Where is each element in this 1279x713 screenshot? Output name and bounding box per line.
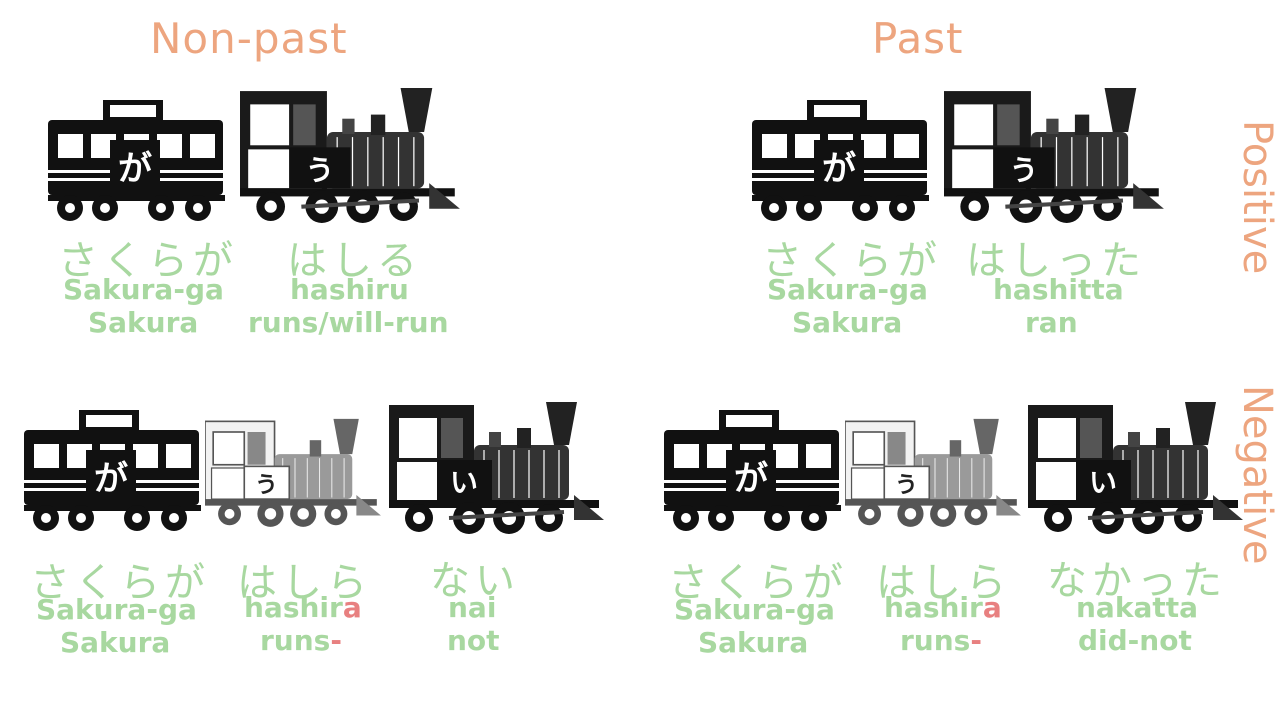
verb-romaji: hashitta: [993, 273, 1124, 306]
verb-gloss: runs/will-run: [248, 306, 449, 339]
car-ga-label: が: [734, 459, 768, 499]
heading-nonpast: Non-past: [150, 14, 348, 63]
subject-romaji: Sakura-ga: [674, 593, 835, 626]
subject-kana: さくらが: [30, 560, 210, 606]
caboose-car-image: が: [24, 408, 204, 533]
subject-romaji: Sakura-ga: [63, 273, 224, 306]
engine-i-label: い: [450, 466, 478, 499]
verb-kana: はしった: [966, 238, 1146, 284]
verb-kana: はしら: [237, 560, 372, 606]
neg-romaji: nai: [448, 591, 497, 624]
locomotive-light-image: う: [205, 415, 385, 530]
highlight-dash: -: [970, 624, 982, 657]
car-ga-label: が: [822, 149, 856, 189]
caboose-car-image: が: [48, 98, 228, 223]
highlight-dash: -: [330, 624, 342, 657]
heading-past: Past: [872, 14, 964, 63]
neg-romaji: nakatta: [1076, 591, 1199, 624]
locomotive-image: う: [240, 85, 465, 225]
verb-gloss: runs-: [900, 624, 982, 657]
engine-i-label: い: [1089, 466, 1117, 499]
caboose-car-image: が: [752, 98, 932, 223]
caboose-car-image: が: [664, 408, 844, 533]
highlight-a: a: [982, 591, 1002, 624]
side-label-positive: Positive: [1234, 120, 1279, 275]
neg-gloss: did-not: [1078, 624, 1192, 657]
locomotive-image: い: [388, 400, 610, 535]
neg-kana: ない: [430, 558, 520, 604]
verb-gloss: runs-: [260, 624, 342, 657]
locomotive-light-image: う: [845, 415, 1025, 530]
car-ga-label: が: [94, 459, 128, 499]
car-ga-label: が: [118, 149, 152, 189]
locomotive-image: い: [1027, 400, 1249, 535]
subject-kana: さくらが: [668, 560, 848, 606]
highlight-a: a: [342, 591, 362, 624]
verb-kana: はしら: [876, 560, 1011, 606]
subject-kana: さくらが: [762, 238, 942, 284]
subject-gloss: Sakura: [792, 306, 903, 339]
verb-romaji: hashiru: [290, 273, 409, 306]
subject-romaji: Sakura-ga: [36, 593, 197, 626]
neg-gloss: not: [447, 624, 500, 657]
verb-kana: はしる: [287, 238, 422, 284]
subject-kana: さくらが: [58, 238, 238, 284]
verb-romaji: hashira: [244, 591, 362, 624]
subject-gloss: Sakura: [698, 626, 809, 659]
subject-gloss: Sakura: [88, 306, 199, 339]
engine-u-label: う: [895, 473, 918, 499]
neg-kana: なかった: [1047, 558, 1227, 604]
subject-gloss: Sakura: [60, 626, 171, 659]
engine-u-label: う: [305, 153, 334, 187]
locomotive-image: う: [944, 85, 1169, 225]
subject-romaji: Sakura-ga: [767, 273, 928, 306]
engine-u-label: う: [255, 473, 278, 499]
verb-gloss: ran: [1025, 306, 1078, 339]
engine-u-label: う: [1009, 153, 1038, 187]
verb-romaji: hashira: [884, 591, 1002, 624]
